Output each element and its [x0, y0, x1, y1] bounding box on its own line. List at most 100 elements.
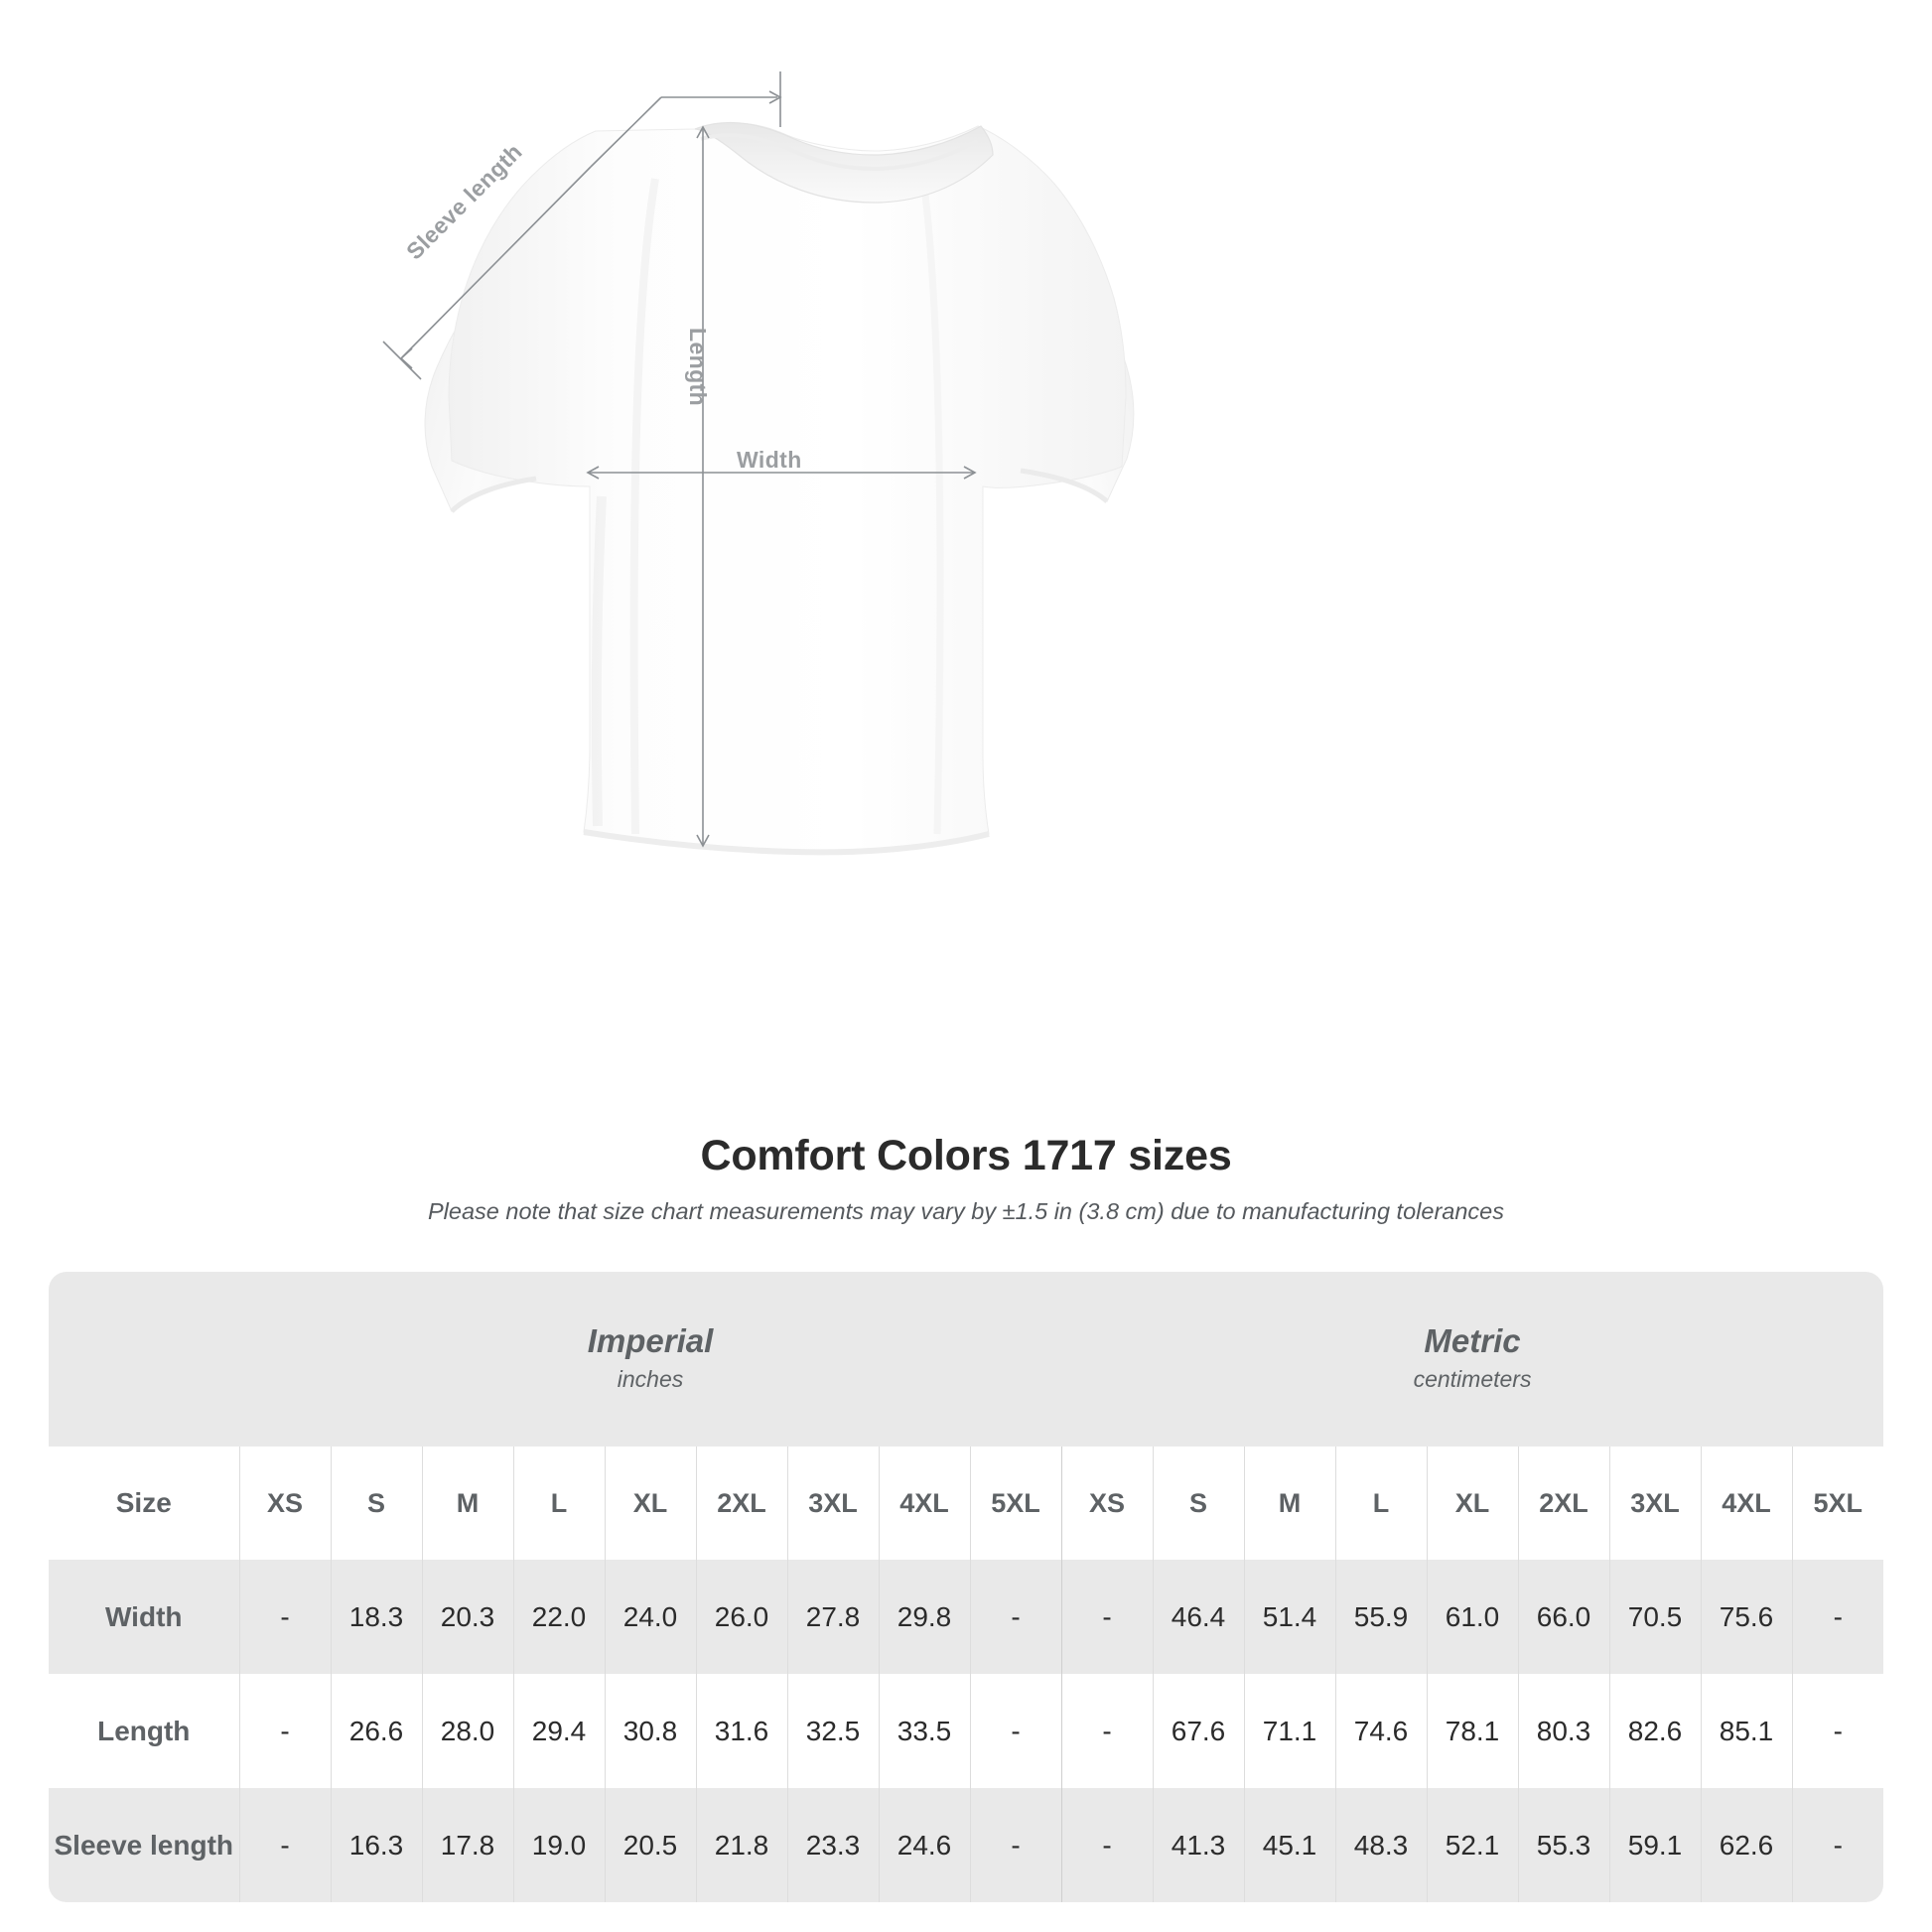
- table-cell: -: [1791, 1560, 1884, 1674]
- table-header-size-metric-3xl: 3XL: [1608, 1447, 1701, 1560]
- table-cell: 70.5: [1608, 1560, 1701, 1674]
- table-cell: 66.0: [1517, 1560, 1609, 1674]
- table-cell: -: [1791, 1674, 1884, 1788]
- table-row-label: Sleeve length: [49, 1788, 239, 1902]
- table-cell: 27.8: [786, 1560, 879, 1674]
- table-header-size-metric-l: L: [1334, 1447, 1427, 1560]
- table-header-size-imperial-s: S: [330, 1447, 422, 1560]
- table-cell: 26.6: [330, 1674, 422, 1788]
- unit-imperial-name: Imperial: [587, 1321, 714, 1359]
- table-header-size-metric-xl: XL: [1426, 1447, 1518, 1560]
- table-cell: 52.1: [1426, 1788, 1518, 1902]
- table-cell: -: [969, 1560, 1061, 1674]
- unit-metric-cell: Metric centimeters: [1061, 1272, 1884, 1447]
- table-cell: -: [1060, 1560, 1153, 1674]
- table-header-size-metric-2xl: 2XL: [1517, 1447, 1609, 1560]
- unit-banner-row: Imperial inches Metric centimeters: [49, 1272, 1884, 1447]
- table-header-size-imperial-5xl: 5XL: [969, 1447, 1061, 1560]
- table-cell: 51.4: [1243, 1560, 1335, 1674]
- page-subtitle: Please note that size chart measurements…: [428, 1198, 1504, 1224]
- table-header-size-label: Size: [49, 1447, 239, 1560]
- table-cell: 31.6: [695, 1674, 787, 1788]
- table-cell: 26.0: [695, 1560, 787, 1674]
- table-cell: -: [969, 1674, 1061, 1788]
- table-header-size-imperial-3xl: 3XL: [786, 1447, 879, 1560]
- table-cell: 29.4: [512, 1674, 605, 1788]
- table-cell: -: [1060, 1674, 1153, 1788]
- table-cell: -: [238, 1674, 331, 1788]
- size-header-row: Size XS S M L XL 2XL 3XL 4XL 5XL XS S M L XL 2XL 3XL 4XL 5…: [49, 1447, 1884, 1560]
- table-header-size-metric-4xl: 4XL: [1700, 1447, 1792, 1560]
- tshirt-illustration: [382, 71, 1135, 856]
- table-cell: 67.6: [1152, 1674, 1244, 1788]
- table-cell: 24.0: [604, 1560, 696, 1674]
- table-cell: 61.0: [1426, 1560, 1518, 1674]
- unit-banner-spacer: [49, 1272, 239, 1447]
- table-cell: 29.8: [878, 1560, 970, 1674]
- table-cell: 30.8: [604, 1674, 696, 1788]
- size-chart-table-wrapper: Imperial inches Metric centimeters Size X…: [49, 1272, 1884, 1902]
- unit-imperial-cell: Imperial inches: [239, 1272, 1061, 1447]
- table-cell: 24.6: [878, 1788, 970, 1902]
- table-cell: 16.3: [330, 1788, 422, 1902]
- table-header-size-metric-s: S: [1152, 1447, 1244, 1560]
- table-cell: -: [238, 1788, 331, 1902]
- table-cell: 41.3: [1152, 1788, 1244, 1902]
- table-cell: 18.3: [330, 1560, 422, 1674]
- table-cell: 46.4: [1152, 1560, 1244, 1674]
- garment-body: [424, 121, 1135, 856]
- page-title: Comfort Colors 1717 sizes: [700, 1132, 1232, 1179]
- table-cell: -: [1791, 1788, 1884, 1902]
- table-cell: 33.5: [878, 1674, 970, 1788]
- table-cell: 19.0: [512, 1788, 605, 1902]
- table-row: Width -18.3 20.3 22.0 24.0 26.0 27.8 29.8- -46.4…: [49, 1560, 1884, 1674]
- table-cell: 59.1: [1608, 1788, 1701, 1902]
- table-cell: 75.6: [1700, 1560, 1792, 1674]
- unit-metric-sub: centimeters: [1413, 1366, 1532, 1393]
- table-cell: 62.6: [1700, 1788, 1792, 1902]
- unit-metric-name: Metric: [1424, 1321, 1521, 1359]
- table-cell: 80.3: [1517, 1674, 1609, 1788]
- tshirt-diagram: Sleeve length Length Width: [382, 71, 1135, 856]
- table-cell: 20.3: [421, 1560, 513, 1674]
- table-cell: 85.1: [1700, 1674, 1792, 1788]
- size-chart-table: Imperial inches Metric centimeters Size X…: [49, 1272, 1884, 1902]
- table-row-label: Width: [49, 1560, 239, 1674]
- table-header-size-metric-5xl: 5XL: [1791, 1447, 1884, 1560]
- table-cell: 48.3: [1334, 1788, 1427, 1902]
- table-cell: 82.6: [1608, 1674, 1701, 1788]
- table-cell: -: [1060, 1788, 1153, 1902]
- size-table-body: Width -18.3 20.3 22.0 24.0 26.0 27.8 29.8- -46.4…: [49, 1560, 1884, 1902]
- measurement-lines: [382, 71, 977, 848]
- table-header-size-imperial-m: M: [421, 1447, 513, 1560]
- table-cell: 21.8: [695, 1788, 787, 1902]
- table-row: Length -26.6 28.0 29.4 30.8 31.6 32.5 33.5- -67.…: [49, 1674, 1884, 1788]
- table-cell: -: [238, 1560, 331, 1674]
- table-cell: 71.1: [1243, 1674, 1335, 1788]
- table-cell: 20.5: [604, 1788, 696, 1902]
- width-dimension-label: Width: [737, 447, 802, 473]
- table-cell: 22.0: [512, 1560, 605, 1674]
- table-header-size-imperial-l: L: [512, 1447, 605, 1560]
- table-cell: 23.3: [786, 1788, 879, 1902]
- table-header-size-imperial-xs: XS: [238, 1447, 331, 1560]
- unit-imperial-sub: inches: [617, 1366, 684, 1393]
- table-cell: 74.6: [1334, 1674, 1427, 1788]
- table-cell: 32.5: [786, 1674, 879, 1788]
- table-cell: 55.3: [1517, 1788, 1609, 1902]
- table-header-size-imperial-4xl: 4XL: [878, 1447, 970, 1560]
- table-header-size-imperial-xl: XL: [604, 1447, 696, 1560]
- table-header-size-metric-xs: XS: [1060, 1447, 1153, 1560]
- table-header-size-imperial-2xl: 2XL: [695, 1447, 787, 1560]
- title-block: Comfort Colors 1717 sizes Please note th…: [0, 1132, 1932, 1225]
- table-cell: -: [969, 1788, 1061, 1902]
- table-cell: 45.1: [1243, 1788, 1335, 1902]
- table-header-size-metric-m: M: [1243, 1447, 1335, 1560]
- table-cell: 78.1: [1426, 1674, 1518, 1788]
- table-cell: 28.0: [421, 1674, 513, 1788]
- table-cell: 55.9: [1334, 1560, 1427, 1674]
- length-dimension-label: Length: [685, 328, 711, 407]
- table-cell: 17.8: [421, 1788, 513, 1902]
- table-row: Sleeve length -16.3 17.8 19.0 20.5 21.8 23.3 24…: [49, 1788, 1884, 1902]
- table-row-label: Length: [49, 1674, 239, 1788]
